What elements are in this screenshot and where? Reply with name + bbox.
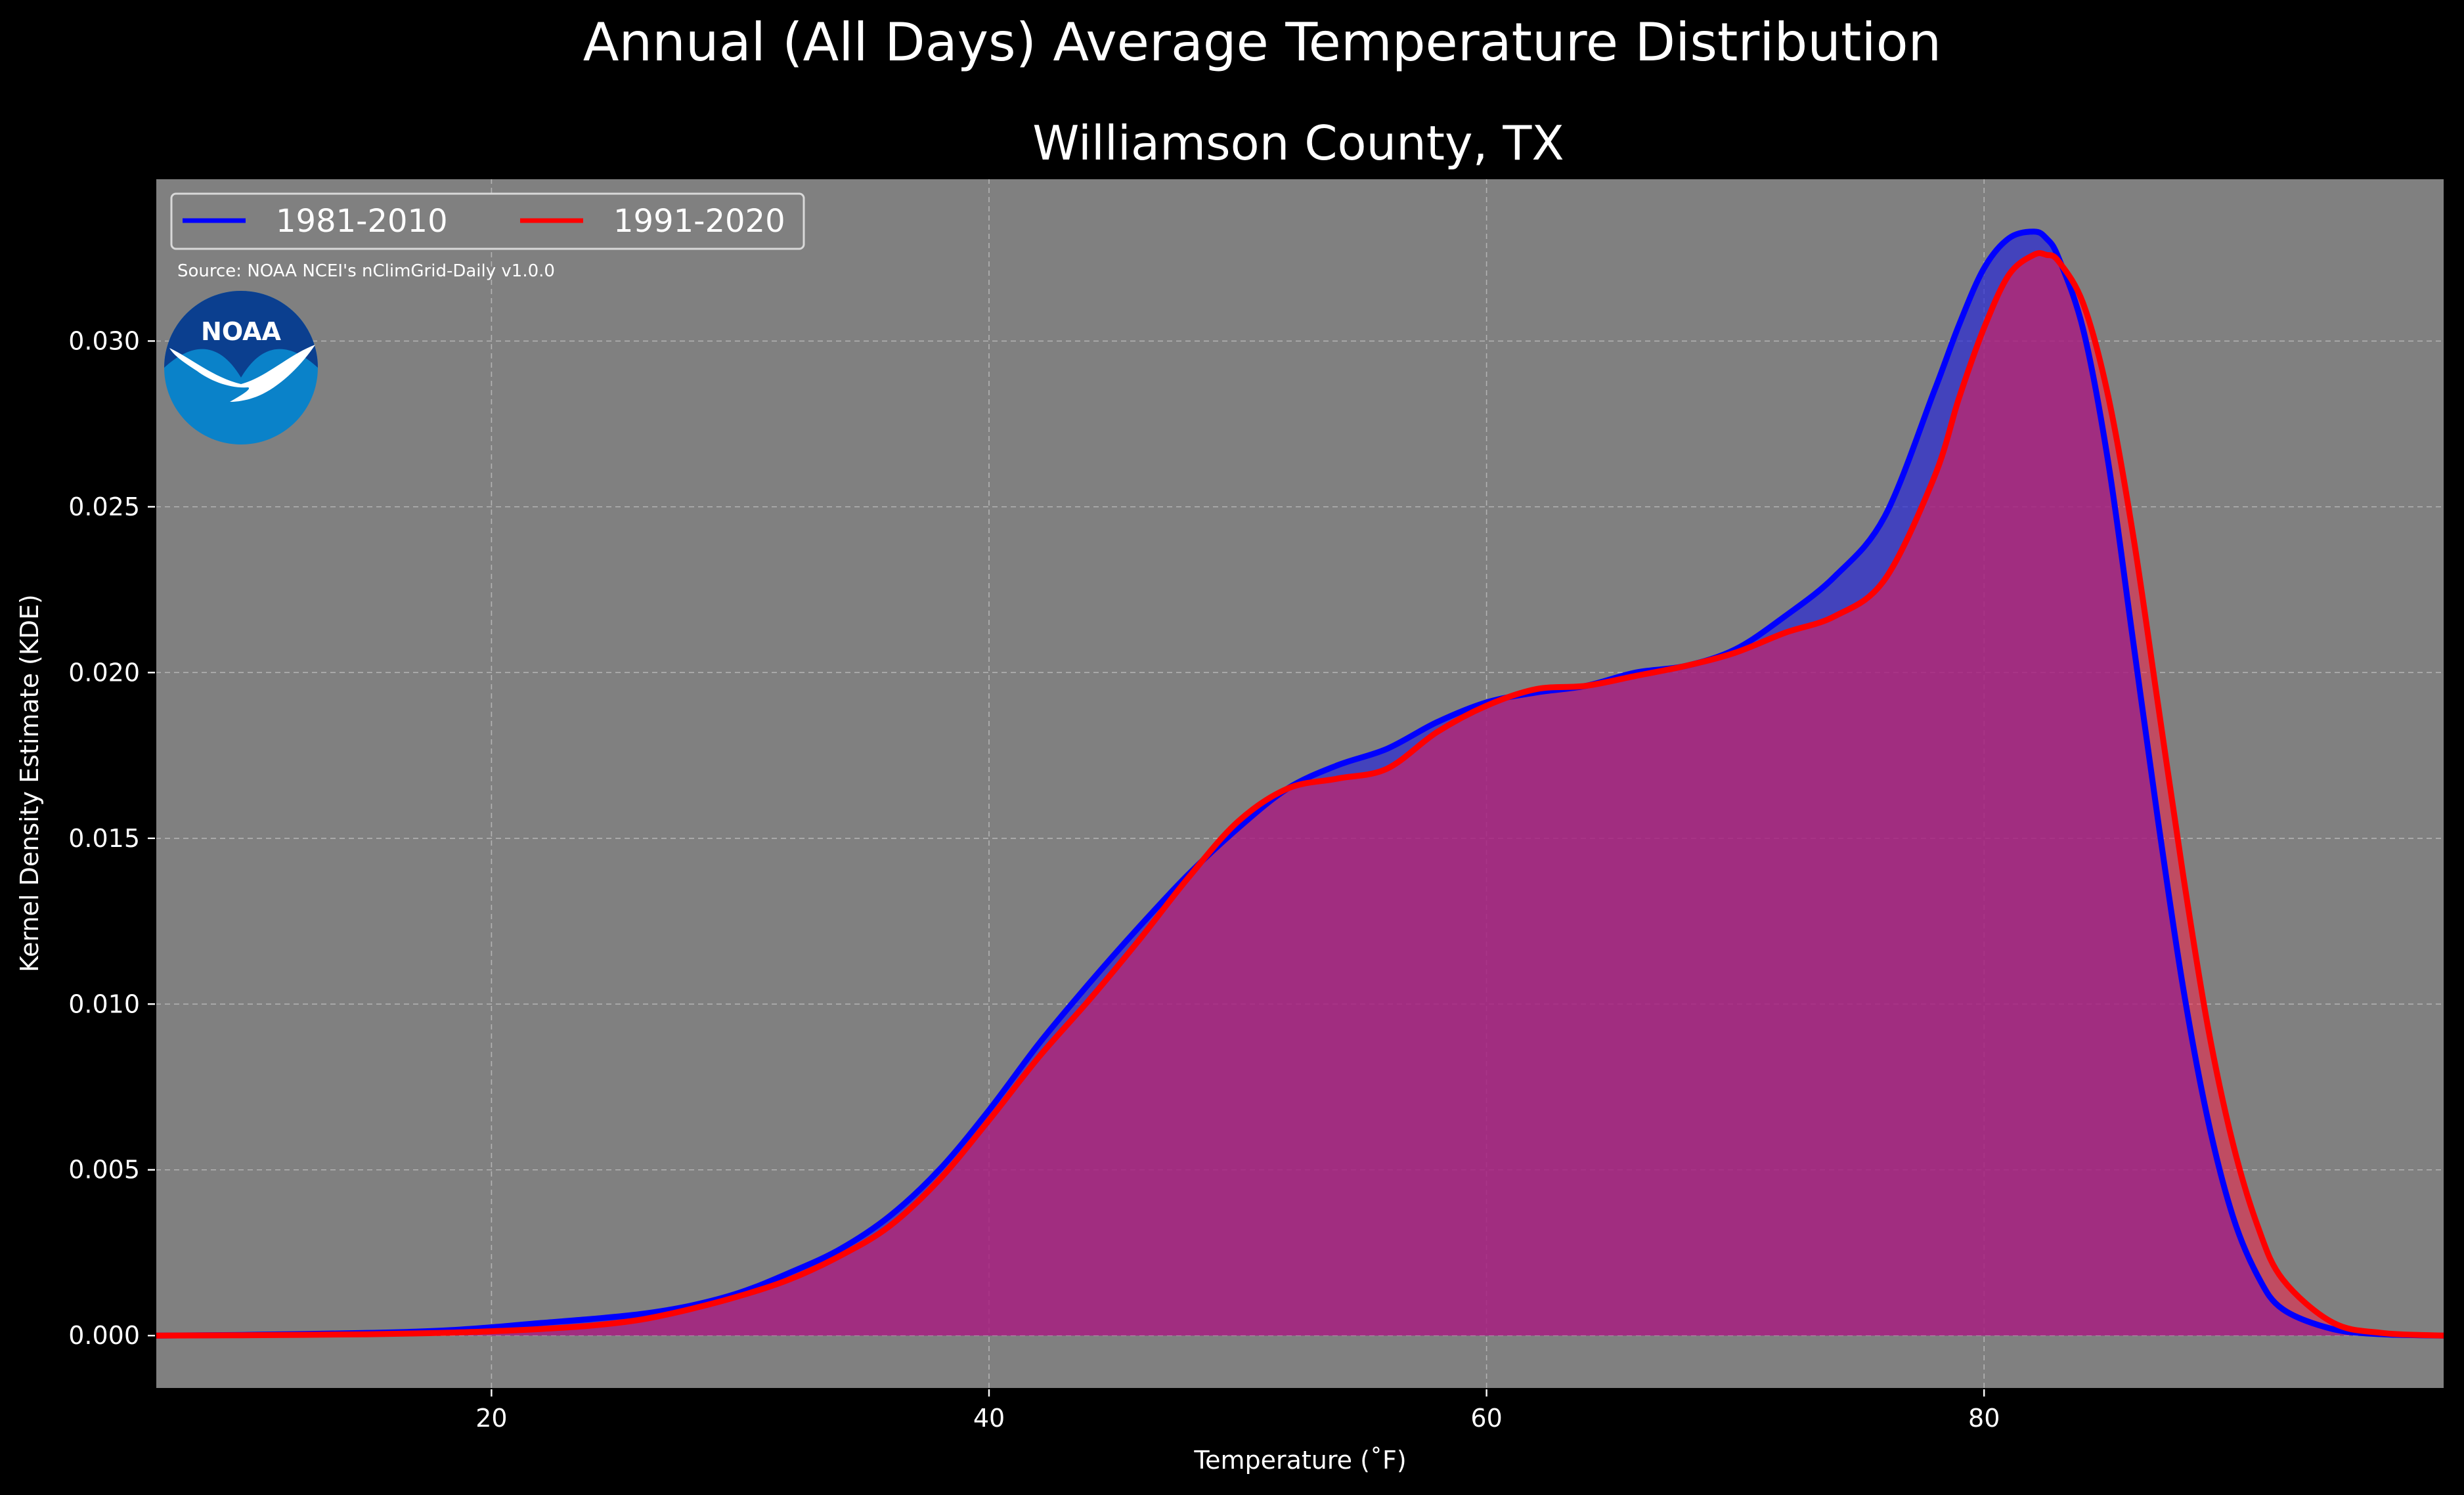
legend: 1981-2010 1991-2020 bbox=[170, 192, 805, 250]
y-tick-label: 0.025 bbox=[68, 492, 140, 521]
area-fill-1991-2020 bbox=[156, 253, 2444, 1336]
series-layer bbox=[156, 228, 2444, 1339]
noaa-logo-gull bbox=[169, 345, 315, 402]
ticks: 20 40 60 80 0.000 0.005 0.010 0.015 0.020 0.025 0.… bbox=[68, 326, 2000, 1433]
y-tick-label: 0.030 bbox=[68, 326, 140, 355]
x-tick-label: 60 bbox=[1470, 1404, 1502, 1433]
x-tick-label: 80 bbox=[1968, 1404, 2000, 1433]
source-note: Source: NOAA NCEI's nClimGrid-Daily v1.0… bbox=[177, 261, 555, 281]
legend-label-1991-2020: 1991-2020 bbox=[613, 203, 785, 240]
noaa-logo-top bbox=[164, 291, 318, 378]
y-tick-label: 0.020 bbox=[68, 658, 140, 687]
y-tick-label: 0.005 bbox=[68, 1156, 140, 1184]
y-tick-label: 0.015 bbox=[68, 824, 140, 853]
noaa-logo-text: NOAA bbox=[201, 317, 281, 346]
plot-frame bbox=[155, 178, 2445, 1389]
series-line-1991-2020 bbox=[156, 249, 2444, 1339]
y-axis-label: Kernel Density Estimate (KDE) bbox=[15, 594, 44, 972]
chart-subtitle: Williamson County, TX bbox=[1032, 116, 1564, 171]
y-tick-label: 0.010 bbox=[68, 989, 140, 1018]
legend-label-1981-2010: 1981-2010 bbox=[276, 203, 448, 240]
legend-frame bbox=[170, 192, 805, 250]
y-tick-label: 0.000 bbox=[68, 1321, 140, 1350]
x-tick-label: 40 bbox=[973, 1404, 1005, 1433]
x-tick-label: 20 bbox=[475, 1404, 507, 1433]
x-axis-label: Temperature (˚F) bbox=[1193, 1446, 1406, 1475]
chart-title: Annual (All Days) Average Temperature Di… bbox=[583, 12, 1941, 73]
noaa-logo: NOAA bbox=[164, 291, 318, 444]
